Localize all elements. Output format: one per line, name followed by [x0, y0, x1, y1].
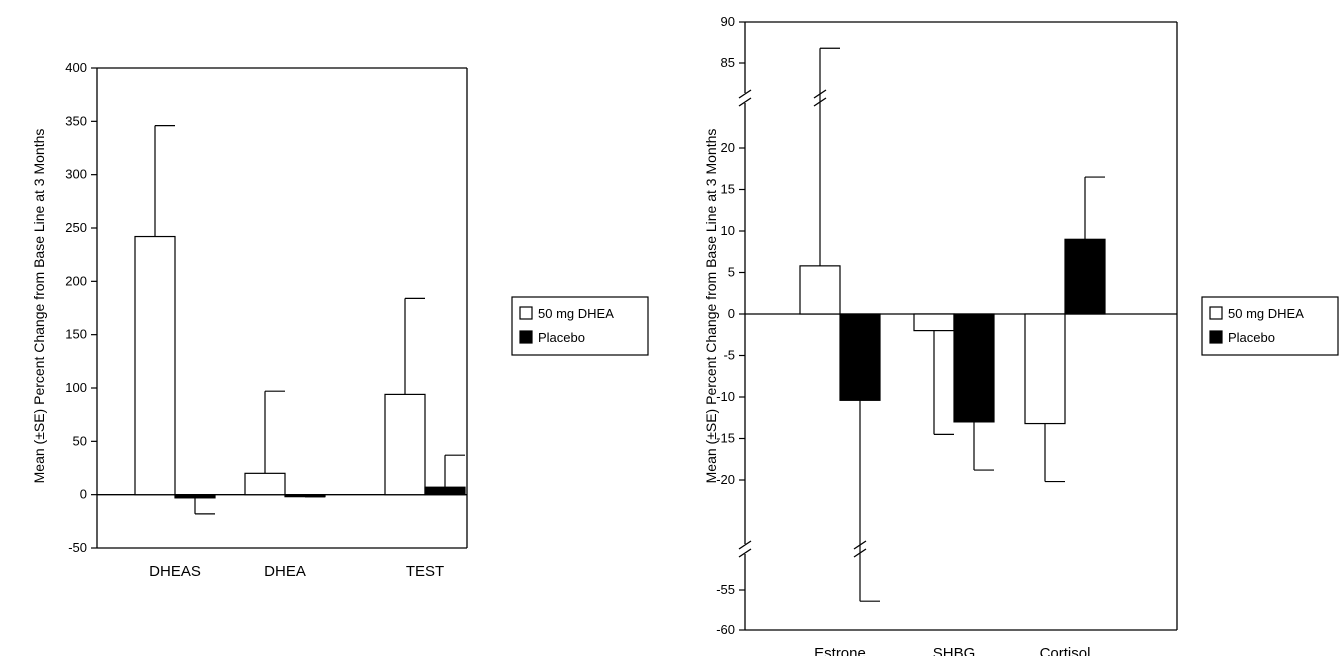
y-tick-label: 5 — [728, 265, 735, 280]
y-tick-label: 90 — [721, 14, 735, 29]
error-bar-break-slash — [853, 540, 867, 550]
legend-label-placebo: Placebo — [1228, 330, 1275, 345]
y-tick-label: 200 — [65, 273, 87, 288]
legend: 50 mg DHEA Placebo — [511, 296, 649, 356]
legend-label-dhea: 50 mg DHEA — [1228, 306, 1304, 321]
bar-placebo-dheas — [174, 494, 216, 499]
y-tick-label: -15 — [716, 431, 735, 446]
x-category-label-dhea: DHEA — [264, 563, 306, 580]
y-tick-label: -55 — [716, 582, 735, 597]
y-tick-label: 20 — [721, 140, 735, 155]
y-tick-label: 100 — [65, 380, 87, 395]
bars — [799, 47, 1106, 602]
right-y-axis-title: Mean (±SE) Percent Change from Base Line… — [703, 129, 719, 484]
legend-box — [511, 296, 649, 356]
bar-placebo-shbg — [953, 313, 995, 423]
bar-dhea-shbg — [913, 313, 955, 332]
legend-swatch-placebo — [519, 330, 533, 344]
y-tick-label: 300 — [65, 167, 87, 182]
bar-dhea-dhea — [244, 472, 286, 496]
error-bar-break-slash — [813, 89, 827, 99]
y-tick-label: 15 — [721, 182, 735, 197]
error-bar-break-slash — [853, 548, 867, 558]
bar-dhea-cortisol — [1024, 313, 1066, 425]
left-y-axis-title: Mean (±SE) Percent Change from Base Line… — [31, 129, 47, 484]
legend: 50 mg DHEA Placebo — [1201, 296, 1339, 356]
legend-box — [1201, 296, 1339, 356]
y-tick-label: 50 — [73, 433, 87, 448]
bars — [134, 124, 466, 515]
bar-dhea-test — [384, 393, 426, 496]
x-category-label-cortisol: Cortisol — [1040, 645, 1091, 656]
y-tick-label: 0 — [80, 487, 87, 502]
y-tick-label: -50 — [68, 540, 87, 555]
y-tick-label: 0 — [728, 306, 735, 321]
y-tick-label: 150 — [65, 327, 87, 342]
bar-dhea-dheas — [134, 235, 176, 496]
legend-swatch-placebo — [1209, 330, 1223, 344]
legend-label-dhea: 50 mg DHEA — [538, 306, 614, 321]
y-tick-label: 400 — [65, 60, 87, 75]
y-tick-label: -5 — [723, 348, 735, 363]
legend-label-placebo: Placebo — [538, 330, 585, 345]
left-bar-chart: Mean (±SE) Percent Change from Base Line… — [31, 60, 649, 580]
y-tick-label: -20 — [716, 472, 735, 487]
y-tick-label: 85 — [721, 55, 735, 70]
x-category-label-shbg: SHBG — [933, 645, 976, 656]
x-category-label-test: TEST — [406, 563, 444, 580]
error-bar-break-slash — [813, 97, 827, 107]
bar-placebo-cortisol — [1064, 238, 1106, 315]
y-axis-break-slash — [738, 548, 752, 558]
y-tick-label: -60 — [716, 622, 735, 637]
x-category-label-dheas: DHEAS — [149, 563, 201, 580]
y-tick-label: 10 — [721, 223, 735, 238]
legend-swatch-dhea — [1209, 306, 1223, 320]
legend-swatch-dhea — [519, 306, 533, 320]
right-bar-chart: Mean (±SE) Percent Change from Base Line… — [703, 14, 1339, 656]
y-tick-label: 250 — [65, 220, 87, 235]
y-axis-break-slash — [738, 97, 752, 107]
y-axis-break-slash — [738, 540, 752, 550]
x-category-label-estrone: Estrone — [814, 645, 866, 656]
axis-break-marks — [738, 89, 867, 558]
y-tick-label: -10 — [716, 389, 735, 404]
bar-dhea-estrone — [799, 265, 841, 315]
y-axis-break-slash — [738, 89, 752, 99]
y-tick-label: 350 — [65, 113, 87, 128]
bar-placebo-estrone — [839, 313, 881, 401]
bar-placebo-test — [424, 486, 466, 496]
